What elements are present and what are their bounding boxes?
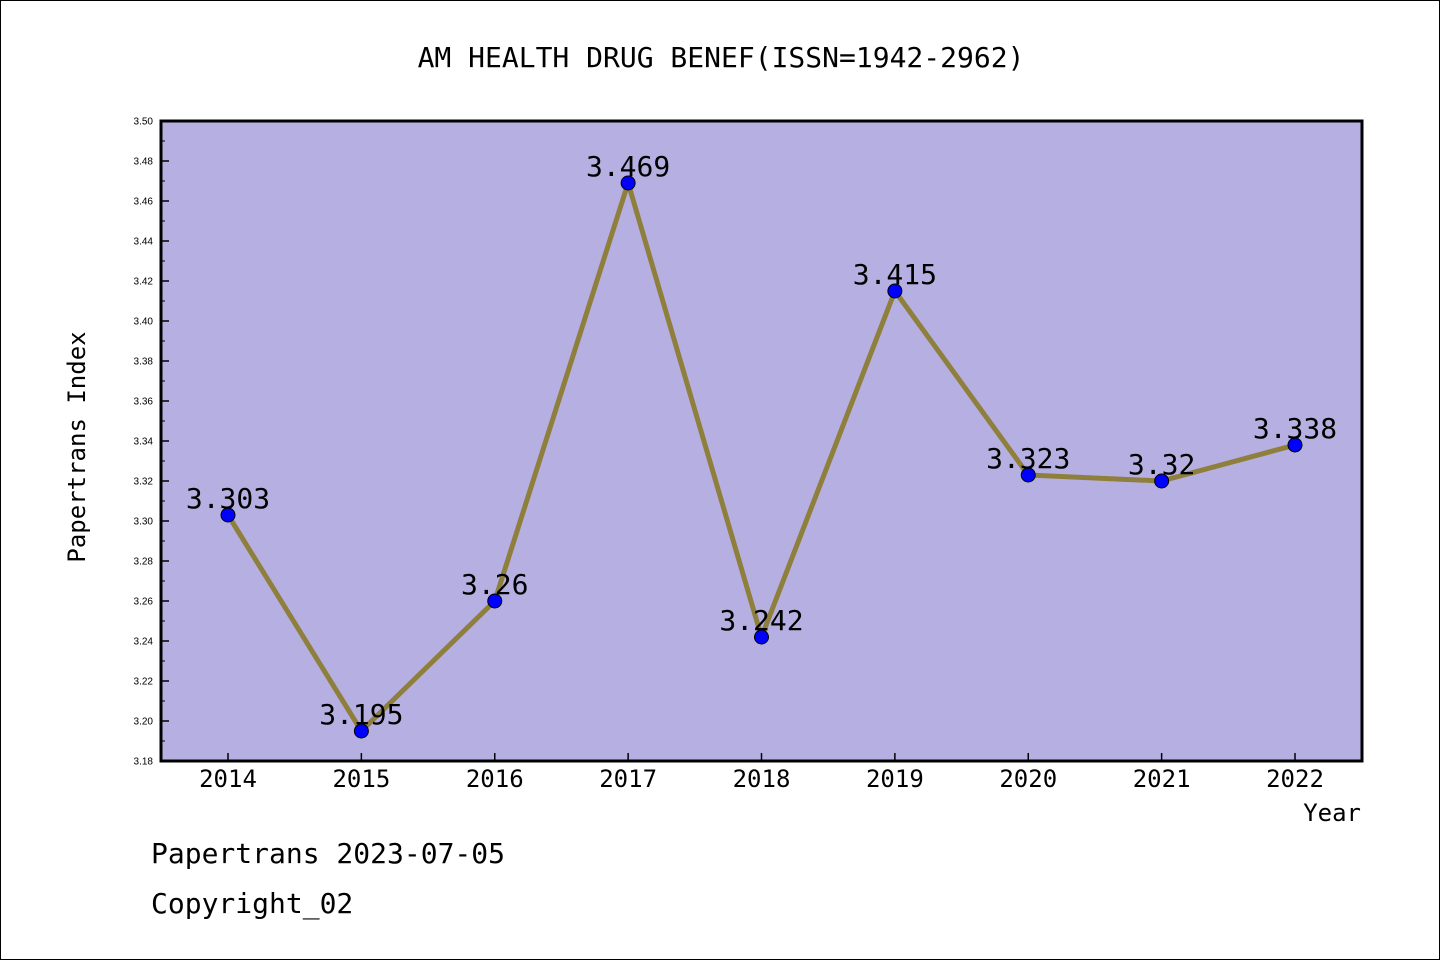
y-tick-label: 3.40	[134, 317, 154, 328]
y-tick-label: 3.30	[134, 517, 154, 528]
data-point-2016	[487, 593, 503, 609]
y-tick-label: 3.26	[134, 597, 154, 608]
x-tick-label: 2014	[199, 765, 257, 793]
data-point-2017	[620, 175, 636, 191]
data-label-2019: 3.415	[853, 258, 937, 291]
x-tick-label: 2022	[1266, 765, 1324, 793]
data-label-2014: 3.303	[186, 482, 270, 515]
y-tick-label: 3.50	[134, 117, 154, 128]
y-tick-label: 3.22	[134, 677, 154, 688]
data-points	[220, 175, 1303, 739]
x-tick-label: 2016	[466, 765, 524, 793]
y-tick-label: 3.34	[134, 437, 154, 448]
x-axis: 2014 2015 2016 2017 2018 2019 2020 2021 2022	[199, 753, 1324, 793]
data-label-2020: 3.323	[986, 442, 1070, 475]
data-labels: 3.303 3.195 3.26 3.469 3.242 3.415 3.323 3.32 3.…	[186, 150, 1337, 731]
x-tick-label: 2015	[332, 765, 390, 793]
data-label-2016: 3.26	[461, 568, 528, 601]
y-axis-label: Papertrans Index	[63, 331, 91, 562]
data-label-2022: 3.338	[1253, 412, 1337, 445]
data-point-2021	[1154, 473, 1170, 489]
data-point-2019	[887, 283, 903, 299]
y-tick-label: 3.48	[134, 157, 154, 168]
y-tick-label: 3.46	[134, 197, 154, 208]
footer-copyright: Copyright_02	[151, 887, 354, 920]
y-tick-label: 3.28	[134, 557, 154, 568]
x-axis-label: Year	[1303, 799, 1361, 827]
data-point-2014	[220, 507, 236, 523]
chart-title: AM HEALTH DRUG BENEF(ISSN=1942-2962)	[418, 41, 1025, 74]
y-tick-label: 3.44	[134, 237, 154, 248]
y-tick-label: 3.18	[134, 757, 154, 768]
y-tick-label: 3.42	[134, 277, 154, 288]
y-tick-label: 3.20	[134, 717, 154, 728]
x-tick-label: 2020	[999, 765, 1057, 793]
data-label-2017: 3.469	[586, 150, 670, 183]
y-axis: 3.18 3.20 3.22 3.24 3.26 3.28 3.30 3.32 3.34 3.36…	[134, 117, 169, 768]
data-label-2018: 3.242	[719, 604, 803, 637]
y-tick-label: 3.36	[134, 397, 154, 408]
x-tick-label: 2019	[866, 765, 924, 793]
data-point-2015	[353, 723, 369, 739]
data-label-2015: 3.195	[319, 698, 403, 731]
x-tick-label: 2021	[1133, 765, 1191, 793]
y-tick-label: 3.24	[134, 637, 154, 648]
x-tick-label: 2018	[733, 765, 791, 793]
x-tick-label: 2017	[599, 765, 657, 793]
footer-date: Papertrans 2023-07-05	[151, 837, 506, 870]
data-label-2021: 3.32	[1128, 448, 1195, 481]
data-point-2018	[754, 629, 769, 645]
data-point-2020	[1020, 467, 1036, 483]
y-tick-label: 3.38	[134, 357, 154, 368]
y-tick-label: 3.32	[134, 477, 154, 488]
plot-area	[159, 119, 1364, 763]
data-point-2022	[1287, 437, 1303, 453]
